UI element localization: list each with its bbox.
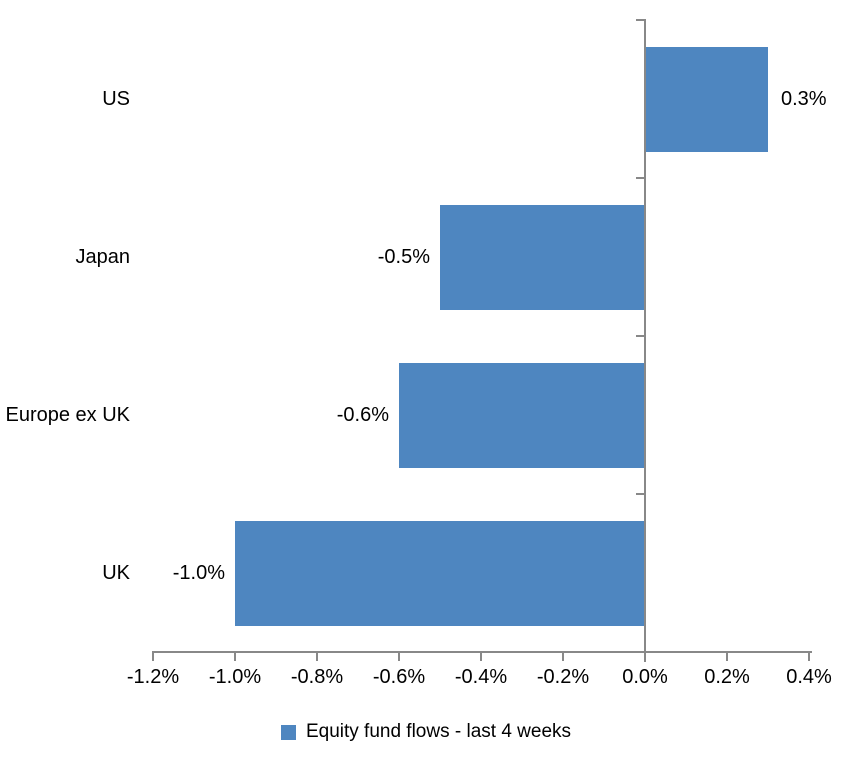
value-axis-line <box>152 651 812 653</box>
x-tick-label: -0.2% <box>536 666 590 688</box>
x-axis-tick <box>398 651 400 661</box>
category-axis-tick <box>636 177 645 179</box>
bar-europe-ex-uk <box>399 363 645 468</box>
bar-uk <box>235 521 645 626</box>
x-axis-tick <box>152 651 154 661</box>
x-tick-label: -1.0% <box>208 666 262 688</box>
x-axis-tick <box>316 651 318 661</box>
x-axis-tick <box>480 651 482 661</box>
x-tick-label: 0.0% <box>622 666 668 688</box>
x-tick-label: 0.4% <box>786 666 832 688</box>
category-label-uk: UK <box>102 562 130 584</box>
data-label-japan: -0.5% <box>377 246 430 268</box>
category-axis-tick <box>636 19 645 21</box>
category-axis-tick <box>636 493 645 495</box>
legend-label: Equity fund flows - last 4 weeks <box>305 721 572 742</box>
x-axis-tick <box>562 651 564 661</box>
category-axis-line <box>644 19 646 662</box>
category-axis-tick <box>636 335 645 337</box>
bar-japan <box>440 205 645 310</box>
x-tick-label: -0.8% <box>290 666 344 688</box>
x-tick-label: 0.2% <box>704 666 750 688</box>
legend: Equity fund flows - last 4 weeks <box>0 719 852 745</box>
category-label-us: US <box>102 88 130 110</box>
data-label-us: 0.3% <box>781 88 827 110</box>
data-label-europe-ex-uk: -0.6% <box>336 404 389 426</box>
x-axis-tick <box>726 651 728 661</box>
x-tick-label: -0.6% <box>372 666 426 688</box>
legend-marker-icon <box>280 724 296 740</box>
category-label-japan: Japan <box>75 246 131 268</box>
x-tick-label: -1.2% <box>126 666 180 688</box>
bar-us <box>645 47 768 152</box>
x-axis-tick <box>234 651 236 661</box>
x-tick-label: -0.4% <box>454 666 508 688</box>
x-axis-tick <box>808 651 810 661</box>
data-label-uk: -1.0% <box>172 562 225 584</box>
category-label-europe-ex-uk: Europe ex UK <box>5 404 130 426</box>
